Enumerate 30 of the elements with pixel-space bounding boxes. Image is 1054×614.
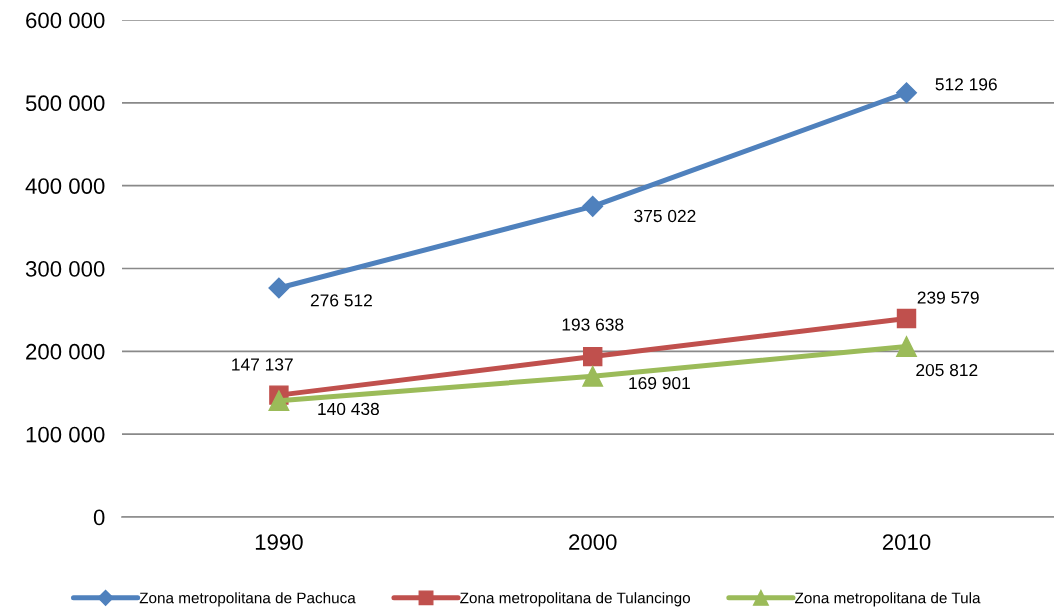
data-label: 512 196: [935, 78, 997, 91]
y-tick-label: 400 000: [25, 178, 105, 194]
legend-label: Zona metropolitana de Tula: [795, 592, 981, 607]
y-tick-label: 200 000: [26, 343, 105, 360]
data-label: 205 812: [916, 363, 978, 377]
x-tick-label: 2000: [569, 534, 617, 550]
x-tick-label: 1990: [255, 534, 303, 550]
legend-label: Zona metropolitana de Pachuca: [139, 592, 356, 607]
point: [896, 336, 917, 357]
legend-label: Zona metropolitana de Tulancingo: [460, 592, 691, 607]
point: [896, 308, 917, 329]
point: [895, 82, 918, 104]
y-tick-label: 500 000: [25, 95, 105, 112]
data-label: 276 512: [310, 294, 372, 307]
data-label: 239 579: [917, 291, 979, 304]
data-label: 140 438: [318, 402, 379, 416]
point: [582, 346, 603, 367]
x-tick-label: 2010: [882, 534, 931, 550]
y-tick-label: 300 000: [25, 261, 105, 277]
y-tick-label: 600 000: [26, 12, 105, 29]
data-label: 169 901: [629, 376, 690, 390]
data-label: 375 022: [634, 209, 696, 223]
point: [582, 365, 604, 387]
y-tick-label: 100 000: [26, 426, 105, 443]
data-label: 147 137: [232, 358, 293, 371]
point: [582, 195, 604, 217]
y-tick-label: 0: [93, 509, 105, 526]
point: [268, 390, 290, 412]
point: [268, 277, 290, 299]
data-label: 193 638: [562, 318, 624, 331]
